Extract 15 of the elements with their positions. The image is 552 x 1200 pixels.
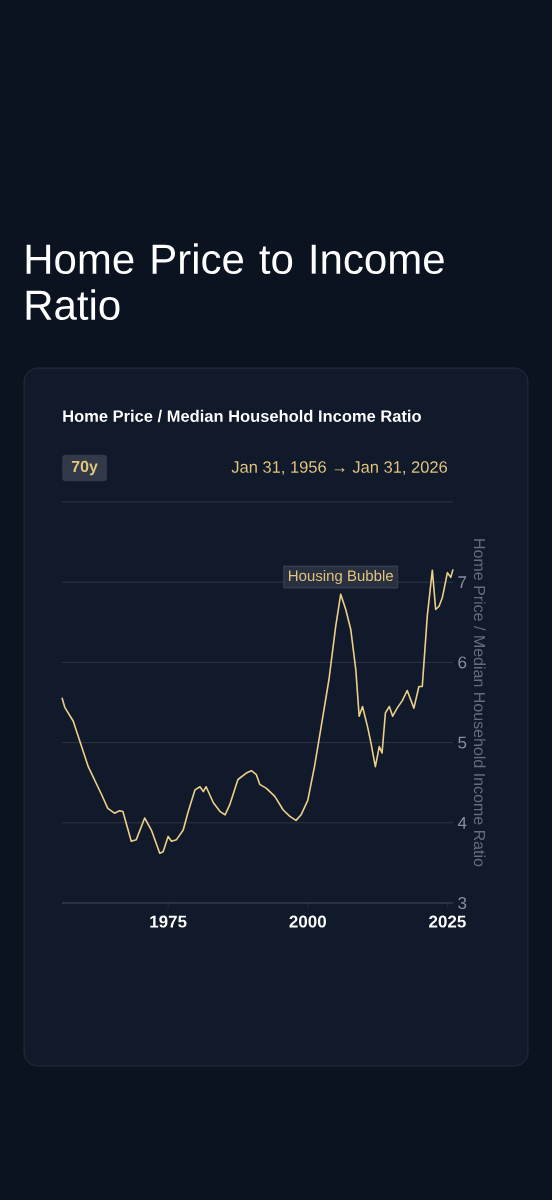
y-tick-label: 4 bbox=[457, 816, 467, 829]
x-tick-label: 1975 bbox=[150, 915, 187, 928]
text: Jan 31, 1956 → Jan 31, 2026 bbox=[231, 461, 448, 475]
y-tick-label: 5 bbox=[458, 736, 467, 749]
chart-title: Home Price to Income Ratio bbox=[26, 243, 444, 321]
y-tick-label: 6 bbox=[458, 656, 467, 669]
x-tick-label: 2000 bbox=[289, 915, 326, 928]
annotation: Housing Bubble bbox=[288, 570, 393, 585]
x-tick-label: 2025 bbox=[429, 915, 466, 928]
y-axis-title: Home Price / Median Household Income Ratio bbox=[473, 539, 486, 867]
y-tick-label: 3 bbox=[458, 896, 467, 910]
chart-subtitle: Home Price / Median Household Income Ratio bbox=[63, 409, 421, 423]
line-series bbox=[61, 568, 454, 855]
text: 70y bbox=[71, 460, 98, 476]
y-tick-label: 7 bbox=[458, 576, 467, 589]
